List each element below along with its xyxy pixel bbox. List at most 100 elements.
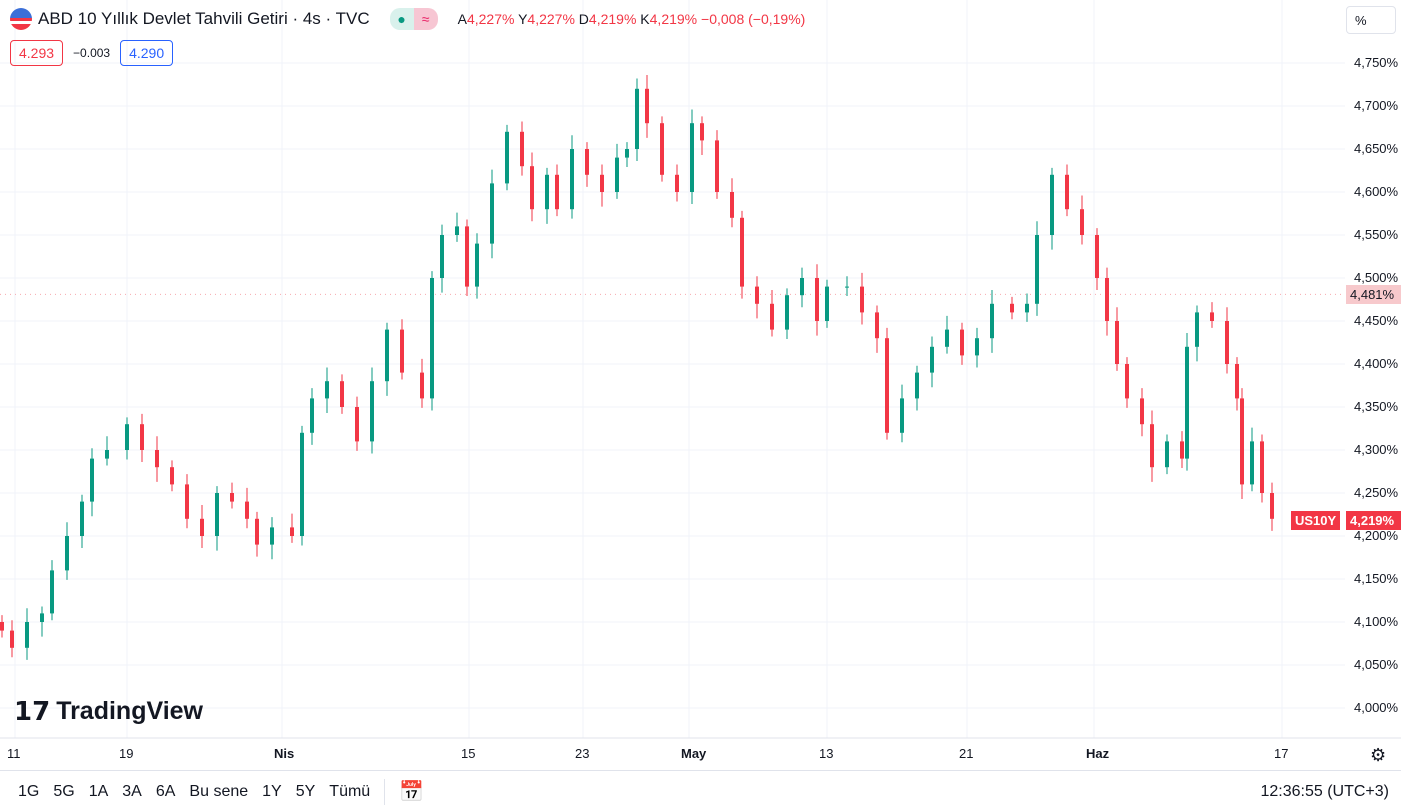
range-button[interactable]: Bu sene	[189, 782, 249, 800]
candle-body	[440, 235, 444, 278]
candle-body	[1010, 303, 1014, 313]
candle-body	[785, 295, 789, 330]
candle-body	[1195, 312, 1199, 347]
candle-body	[455, 226, 459, 235]
low-value: 4,219%	[588, 11, 637, 27]
candle-body	[715, 140, 719, 192]
candle-body	[800, 278, 804, 296]
candle-body	[625, 149, 629, 158]
candle-body	[1050, 174, 1054, 235]
candle-body	[645, 88, 649, 124]
candle-body	[1270, 493, 1274, 519]
candle-body	[505, 131, 509, 184]
candle-body	[475, 243, 479, 287]
status-pill[interactable]: ● ≈	[389, 8, 438, 30]
candle-body	[770, 303, 774, 330]
y-tick-label: 4,300%	[1354, 442, 1399, 457]
candle-body	[675, 174, 679, 192]
candle-body	[545, 174, 549, 210]
market-open-icon: ●	[389, 8, 414, 30]
candle-body	[1080, 209, 1084, 235]
x-tick-label: 21	[959, 746, 974, 761]
high-label: Y	[518, 11, 528, 27]
range-button[interactable]: 1Y	[262, 782, 282, 800]
candle-body	[755, 286, 759, 304]
candle-body	[25, 622, 29, 648]
candle-body	[975, 338, 979, 356]
candle-body	[1105, 278, 1109, 321]
candle-body	[355, 407, 359, 442]
range-button[interactable]: 5Y	[295, 782, 316, 800]
candle-body	[50, 570, 54, 614]
candle-body	[845, 286, 849, 288]
candle-body	[570, 149, 574, 210]
y-tick-label: 4,000%	[1354, 700, 1399, 715]
candle-body	[825, 286, 829, 321]
range-button[interactable]: 5G	[53, 782, 75, 800]
unit-button[interactable]: %	[1346, 6, 1396, 34]
candle-body	[1180, 441, 1184, 459]
candle-body	[915, 372, 919, 399]
candle-body	[900, 398, 904, 433]
candle-body	[420, 372, 424, 399]
candle-body	[245, 501, 249, 519]
candle-body	[815, 278, 819, 321]
bottom-toolbar: 1G 5G 1A 3A 6A Bu sene 1Y 5Y Tümü 📅 12:36:55 (UT…	[0, 770, 1401, 812]
candle-body	[125, 424, 129, 450]
tradingview-logo[interactable]: 𝟭𝟳 TradingView	[14, 696, 203, 727]
prev-close-label: 4,481%	[1346, 285, 1401, 304]
x-tick-label: Haz	[1086, 746, 1110, 761]
open-label: A	[457, 11, 467, 27]
candle-body	[490, 183, 494, 244]
x-tick-label: 11	[7, 746, 21, 761]
open-value: 4,227%	[466, 11, 515, 27]
y-tick-label: 4,400%	[1354, 356, 1399, 371]
candle-body	[530, 166, 534, 210]
candle-body	[400, 329, 404, 373]
y-tick-label: 4,650%	[1354, 141, 1399, 156]
range-buttons: 1G 5G 1A 3A 6A Bu sene 1Y 5Y Tümü	[18, 783, 370, 801]
candle-body	[1065, 174, 1069, 210]
range-button[interactable]: 1A	[88, 782, 109, 800]
buy-button[interactable]: 4.290	[120, 40, 174, 66]
candle-body	[1165, 441, 1169, 468]
go-to-date-calendar-icon[interactable]: 📅	[399, 781, 425, 803]
candle-body	[700, 123, 704, 141]
candle-body	[875, 312, 879, 339]
x-tick-label: 15	[461, 746, 476, 761]
y-tick-label: 4,750%	[1354, 55, 1399, 70]
candlestick-chart[interactable]	[0, 0, 1401, 770]
candle-body	[945, 329, 949, 347]
y-tick-label: 4,600%	[1354, 184, 1399, 199]
candle-body	[520, 131, 524, 167]
x-tick-label: 23	[575, 746, 590, 761]
candle-body	[155, 450, 159, 468]
range-button[interactable]: Tümü	[329, 782, 371, 800]
symbol-tag: US10Y	[1291, 511, 1341, 530]
candle-body	[730, 192, 734, 218]
candle-body	[885, 338, 889, 433]
range-button[interactable]: 1G	[18, 782, 40, 800]
us-flag-icon	[10, 8, 32, 30]
low-label: D	[578, 11, 589, 27]
x-tick-label: 17	[1274, 746, 1289, 761]
settings-gear-icon[interactable]: ⚙	[1370, 745, 1387, 765]
symbol-title[interactable]: ABD 10 Yıllık Devlet Tahvili Getiri · 4s…	[38, 9, 370, 28]
range-button[interactable]: 6A	[155, 782, 176, 800]
y-tick-label: 4,700%	[1354, 98, 1399, 113]
candle-body	[10, 630, 14, 648]
candle-body	[40, 613, 44, 622]
x-tick-label: May	[681, 746, 707, 761]
candle-body	[615, 157, 619, 192]
candle-body	[140, 424, 144, 450]
candle-body	[215, 493, 219, 536]
y-tick-label: 4,350%	[1354, 399, 1399, 414]
candle-body	[270, 527, 274, 545]
clock-timezone[interactable]: 12:36:55 (UTC+3)	[1260, 782, 1389, 800]
candle-body	[170, 467, 174, 485]
sell-button[interactable]: 4.293	[10, 40, 64, 66]
candle-body	[1225, 321, 1229, 364]
candle-body	[65, 536, 69, 571]
range-button[interactable]: 3A	[122, 782, 142, 800]
close-label: K	[640, 11, 650, 27]
